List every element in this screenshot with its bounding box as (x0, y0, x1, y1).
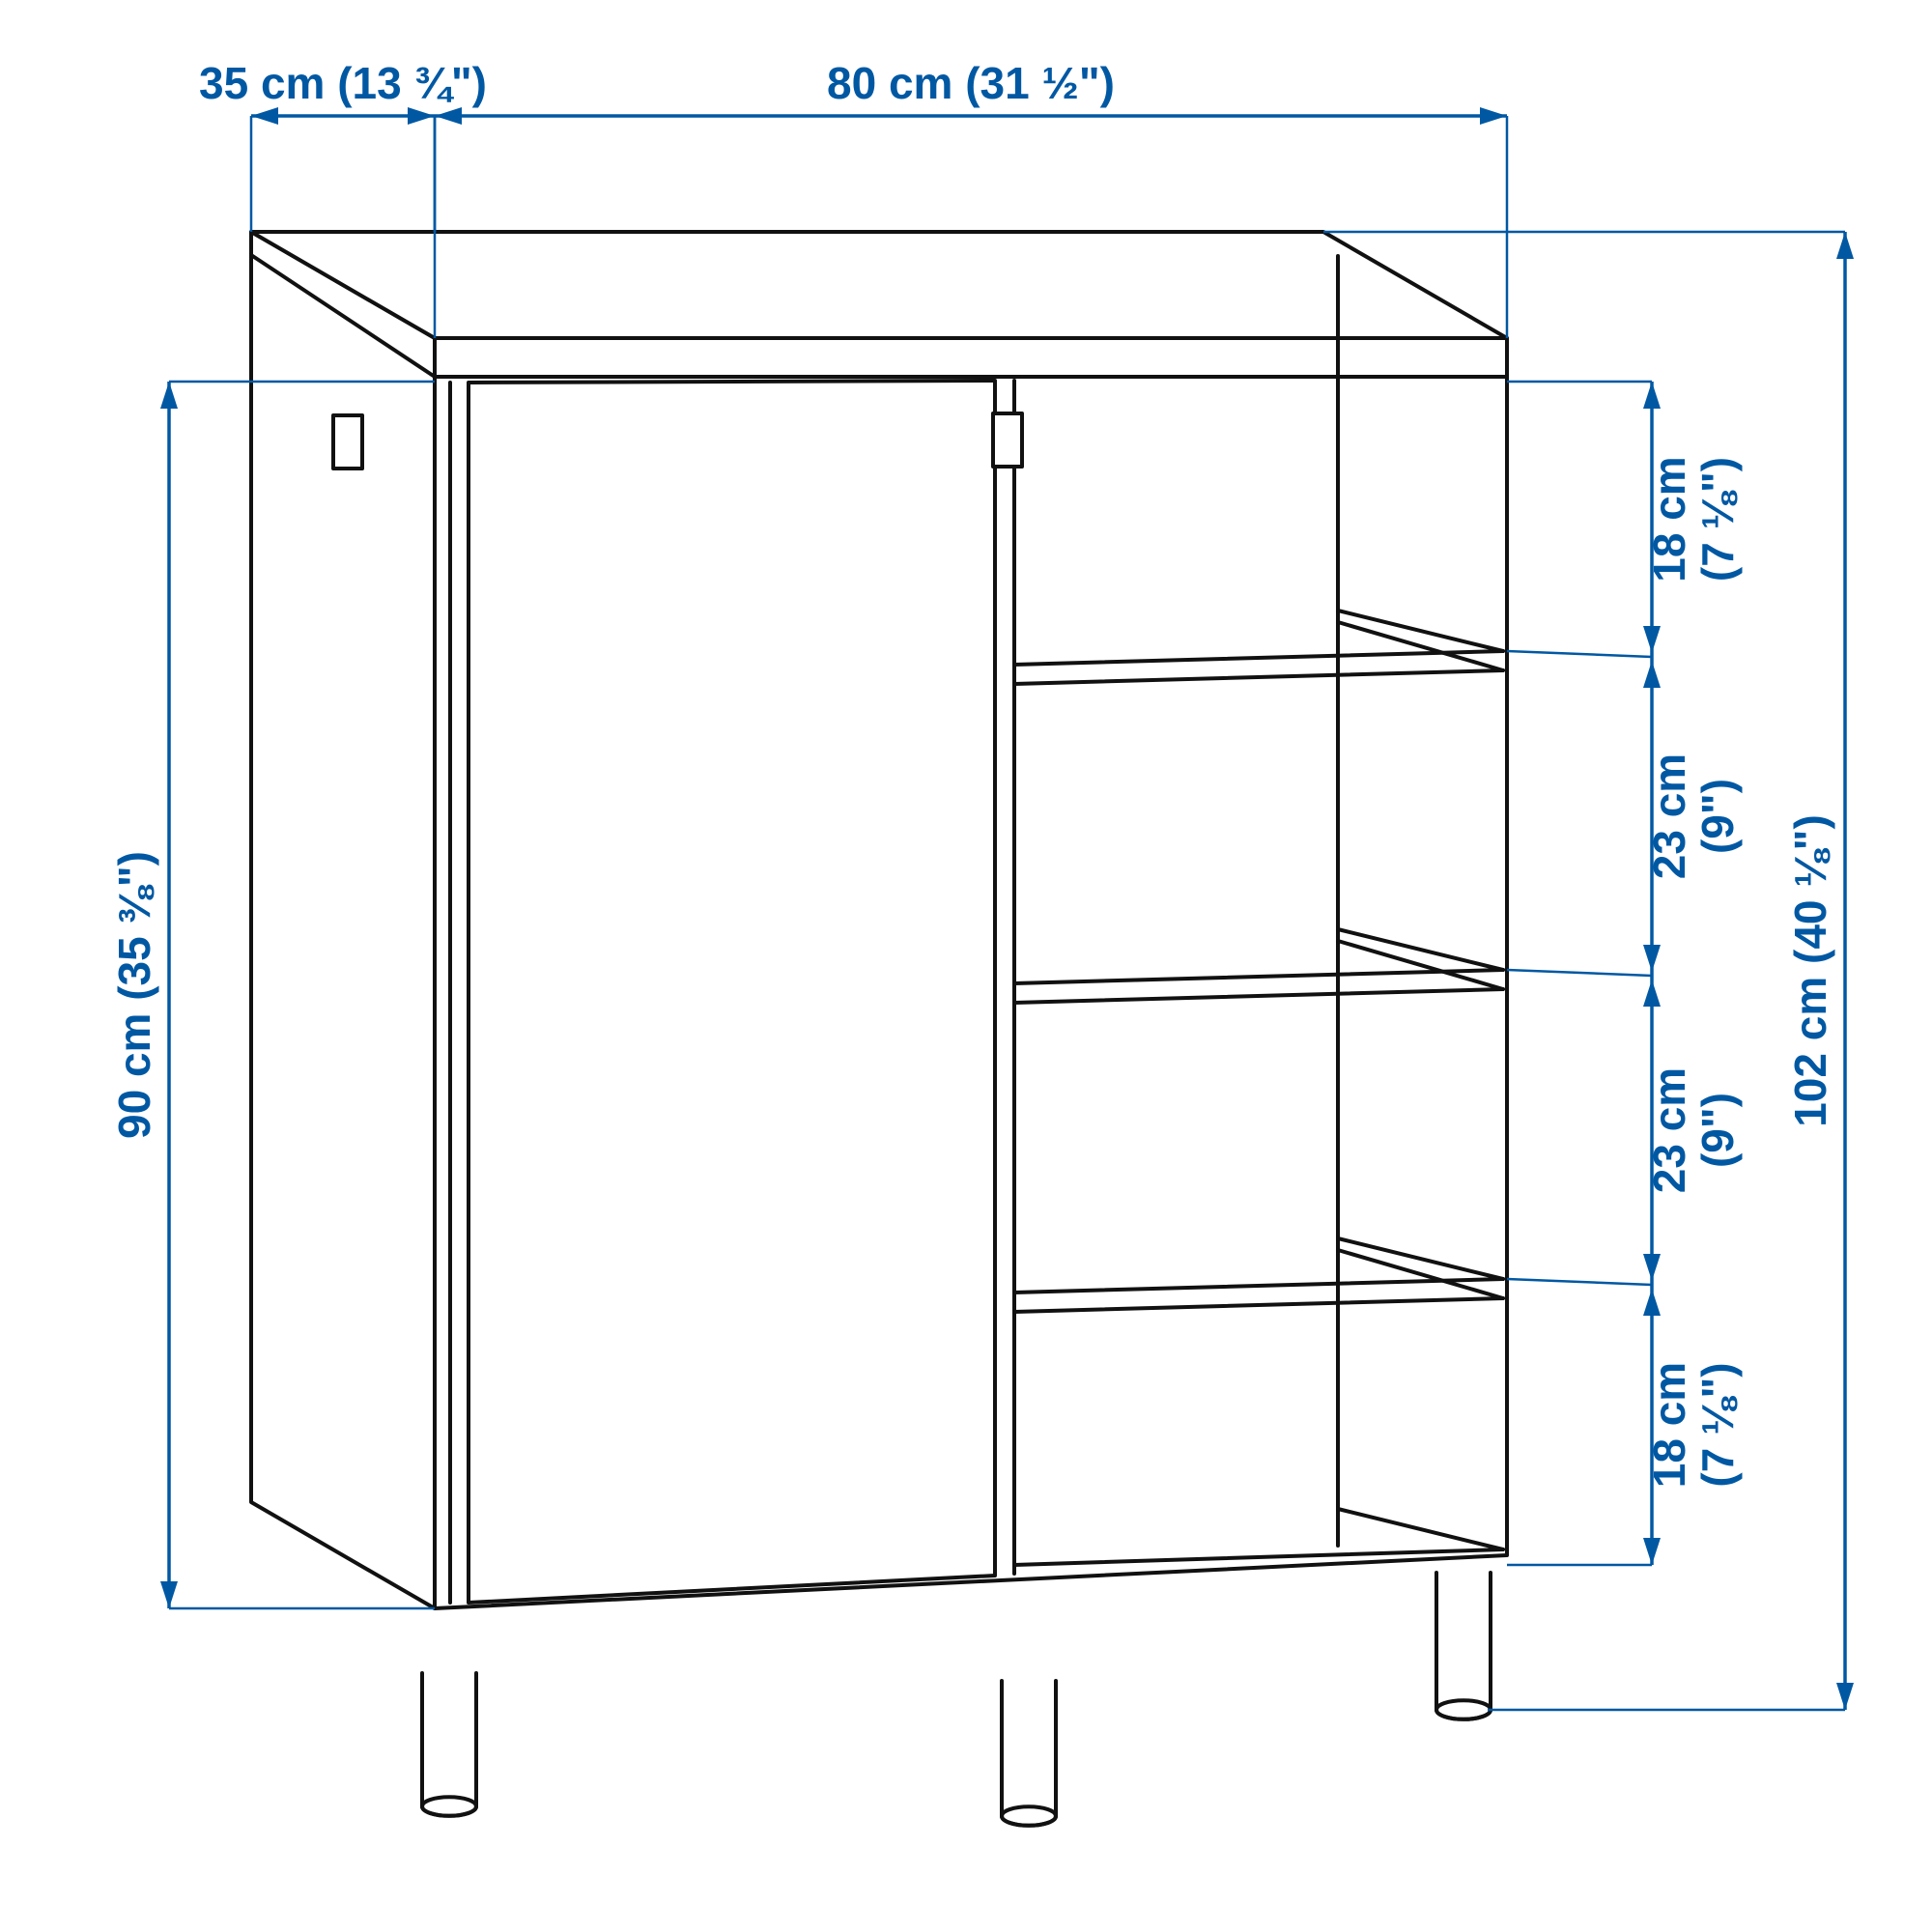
svg-text:(7 ⅛"): (7 ⅛") (1692, 1362, 1743, 1487)
dim-door_h: 90 cm (35 ⅜") (109, 851, 159, 1139)
svg-text:18 cm: 18 cm (1644, 456, 1694, 582)
dim-shelf_mid2: 23 cm(9") (1644, 1067, 1743, 1193)
svg-text:18 cm: 18 cm (1644, 1362, 1694, 1488)
svg-text:(9"): (9") (1692, 1093, 1743, 1168)
dim-shelf_bottom: 18 cm(7 ⅛") (1644, 1362, 1743, 1488)
cabinet (251, 232, 1507, 1826)
svg-text:(7 ⅛"): (7 ⅛") (1692, 457, 1743, 582)
svg-text:23 cm: 23 cm (1644, 753, 1694, 879)
dimension-diagram: 35 cm (13 ¾") 80 cm (31 ½") 90 cm (35 ⅜") 1… (0, 0, 1932, 1932)
svg-text:(9"): (9") (1692, 779, 1743, 854)
dim-depth: 35 cm (13 ¾") (199, 58, 487, 108)
dim-total_h: 102 cm (40 ⅛") (1785, 814, 1835, 1127)
dim-width: 80 cm (31 ½") (827, 58, 1115, 108)
svg-text:23 cm: 23 cm (1644, 1067, 1694, 1193)
dim-shelf_mid1: 23 cm(9") (1644, 753, 1743, 879)
dim-shelf_top: 18 cm(7 ⅛") (1644, 456, 1743, 582)
